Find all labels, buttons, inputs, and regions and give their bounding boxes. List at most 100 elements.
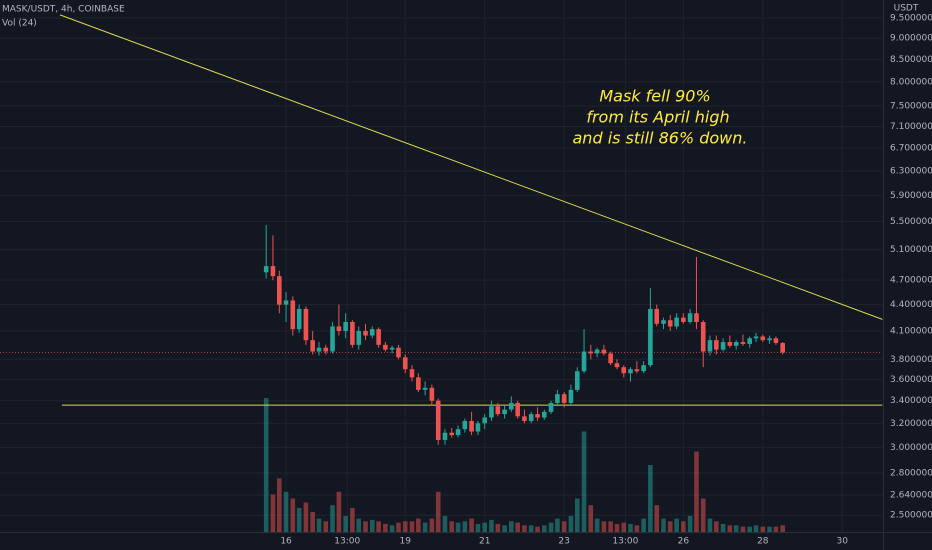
candle-body — [435, 400, 441, 440]
volume-bar — [727, 525, 733, 532]
volume-bar — [469, 518, 474, 532]
volume-bar — [700, 498, 706, 532]
candle-body — [773, 338, 779, 343]
volume-bar — [422, 522, 428, 532]
x-tick-label: 16 — [280, 537, 292, 547]
volume-bar — [773, 526, 779, 532]
volume-bar — [694, 451, 699, 532]
volume-bar — [356, 518, 362, 532]
y-tick-label: 5.50000000 — [890, 217, 932, 227]
candle-body — [694, 313, 699, 323]
candle-body — [621, 367, 627, 374]
volume-bar — [316, 518, 322, 532]
volume-bar — [350, 507, 355, 532]
candle-body — [363, 330, 368, 336]
volume-bar — [290, 498, 296, 532]
y-tick-label: 3.20000000 — [890, 419, 932, 429]
y-tick-label: 4.40000000 — [890, 300, 932, 310]
volume-bar — [455, 522, 461, 532]
candle-body — [429, 387, 435, 401]
volume-bar — [522, 525, 527, 532]
x-tick-label: 13:00 — [334, 537, 360, 547]
candle-body — [700, 322, 706, 352]
candle-body — [608, 353, 613, 364]
volume-bar — [303, 502, 309, 532]
candle-body — [475, 423, 481, 432]
y-tick-label: 3.40000000 — [890, 396, 932, 406]
candle-body — [628, 369, 633, 374]
volume-bar — [628, 523, 633, 532]
y-tick-label: 5.10000000 — [890, 245, 932, 255]
volume-bar — [502, 525, 507, 532]
volume-bar — [555, 518, 560, 532]
y-tick-label: 8.50000000 — [890, 55, 932, 65]
candle-body — [780, 342, 785, 353]
volume-bar — [509, 521, 514, 532]
trendline — [59, 14, 883, 320]
y-tick-label: 7.50000000 — [890, 102, 932, 112]
candle-body — [654, 308, 660, 324]
candle-body — [687, 313, 693, 323]
candle-body — [574, 371, 580, 390]
volume-bar — [574, 498, 580, 532]
volume-pane — [263, 398, 785, 532]
volume-bar — [541, 525, 547, 532]
volume-bar — [760, 526, 766, 532]
candle-body — [316, 347, 322, 352]
volume-bar — [336, 491, 342, 532]
candle-body — [350, 322, 355, 345]
candle-body — [753, 336, 759, 339]
volume-bar — [707, 518, 713, 532]
candle-body — [422, 387, 428, 390]
x-tick-label: 26 — [678, 537, 690, 547]
volume-bar — [535, 526, 540, 532]
candle-body — [369, 329, 375, 336]
volume-bar — [548, 522, 554, 532]
annotation: and is still 86% down. — [573, 129, 748, 148]
volume-bar — [733, 525, 739, 532]
y-tick-label: 4.10000000 — [890, 326, 932, 336]
volume-bar — [449, 521, 455, 532]
y-tick-label: 2.64000000 — [890, 490, 932, 500]
volume-bar — [462, 521, 468, 532]
candle-body — [641, 365, 646, 372]
volume-bar — [435, 491, 441, 532]
volume-bar — [396, 522, 401, 532]
candle-body — [270, 266, 276, 277]
volume-bar — [442, 515, 448, 532]
y-axis-label: USDT — [894, 4, 919, 14]
candle-body — [449, 432, 455, 436]
volume-label: Vol (24) — [2, 19, 37, 29]
x-tick-label: 19 — [400, 537, 412, 547]
candle-body — [442, 432, 448, 440]
volume-bar — [343, 515, 348, 532]
volume-bar — [614, 523, 620, 532]
candle-body — [495, 406, 501, 415]
candle-body — [509, 402, 514, 410]
candle-body — [594, 349, 600, 354]
volume-bar — [296, 507, 302, 532]
y-tick-label: 7.10000000 — [890, 122, 932, 132]
volume-bar — [594, 518, 600, 532]
candle-body — [614, 363, 620, 368]
candle-body — [674, 317, 679, 327]
candle-body — [714, 340, 719, 350]
volume-bar — [588, 505, 594, 532]
candle-body — [515, 402, 520, 417]
volume-bar — [277, 478, 282, 532]
volume-bar — [667, 521, 673, 532]
candle-body — [555, 394, 560, 403]
y-tick-label: 9.50000000 — [890, 13, 932, 23]
candle-body — [290, 300, 296, 330]
candle-body — [296, 308, 302, 330]
y-tick-label: 6.70000000 — [890, 144, 932, 154]
volume-bar — [270, 494, 276, 532]
candle-body — [667, 320, 673, 327]
candle-body — [469, 420, 474, 432]
candle-body — [376, 329, 381, 345]
volume-bar — [383, 523, 388, 532]
volume-bar — [608, 521, 613, 532]
volume-bar — [429, 518, 435, 532]
candle-body — [767, 338, 772, 341]
